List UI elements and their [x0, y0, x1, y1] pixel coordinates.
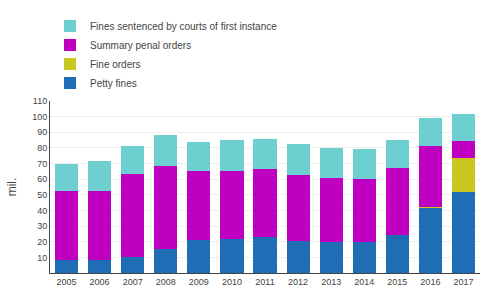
svg-text:2005: 2005 — [57, 277, 77, 287]
svg-text:2008: 2008 — [156, 277, 176, 287]
svg-text:60: 60 — [37, 174, 47, 184]
svg-text:Summary penal orders: Summary penal orders — [90, 40, 191, 51]
svg-text:2012: 2012 — [288, 277, 308, 287]
svg-text:2009: 2009 — [189, 277, 209, 287]
svg-text:100: 100 — [32, 112, 47, 122]
svg-text:40: 40 — [37, 206, 47, 216]
svg-text:2013: 2013 — [321, 277, 341, 287]
svg-text:mil.: mil. — [5, 178, 19, 197]
svg-text:2006: 2006 — [90, 277, 110, 287]
svg-text:2011: 2011 — [255, 277, 274, 287]
svg-text:Fine orders: Fine orders — [90, 59, 141, 70]
svg-text:80: 80 — [37, 143, 47, 153]
svg-text:2016: 2016 — [420, 277, 440, 287]
svg-text:2010: 2010 — [222, 277, 242, 287]
svg-text:90: 90 — [37, 127, 47, 137]
svg-text:70: 70 — [37, 159, 47, 169]
svg-text:10: 10 — [37, 253, 47, 263]
svg-text:2015: 2015 — [387, 277, 407, 287]
svg-text:2014: 2014 — [354, 277, 374, 287]
svg-text:Fines sentenced by courts of f: Fines sentenced by courts of first insta… — [90, 21, 277, 32]
svg-text:20: 20 — [37, 237, 47, 247]
svg-text:50: 50 — [37, 190, 47, 200]
svg-text:2017: 2017 — [453, 277, 473, 287]
svg-text:Petty fines: Petty fines — [90, 78, 137, 89]
svg-text:30: 30 — [37, 221, 47, 231]
svg-text:110: 110 — [33, 96, 47, 106]
svg-text:2007: 2007 — [123, 277, 143, 287]
